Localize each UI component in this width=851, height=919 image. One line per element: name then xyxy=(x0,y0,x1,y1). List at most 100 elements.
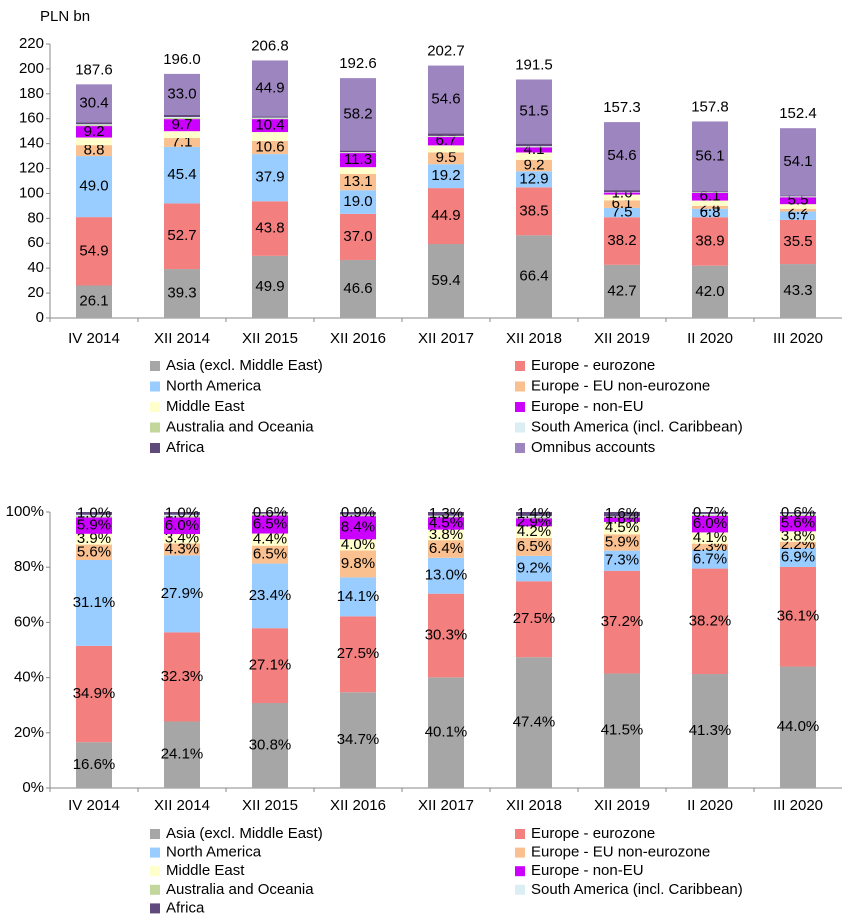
bar-segment xyxy=(252,154,288,202)
data-label: 10.6 xyxy=(255,138,284,155)
data-label: 5.9% xyxy=(605,533,639,550)
bar-segment xyxy=(164,516,200,518)
data-label: 13.0% xyxy=(425,567,468,584)
data-label: 6.0% xyxy=(693,515,727,532)
bar-segment xyxy=(516,159,552,172)
y-tick-label: 60% xyxy=(14,613,44,630)
bar-segment xyxy=(604,517,640,522)
bar-segment xyxy=(340,173,376,191)
data-label: 4.2% xyxy=(517,523,551,540)
y-tick-label: 220 xyxy=(19,35,44,52)
data-label: 24.1% xyxy=(161,746,204,763)
bar-segment xyxy=(692,568,728,675)
legend-swatch xyxy=(150,903,160,914)
bar-segment xyxy=(164,517,200,535)
data-label: 9.7 xyxy=(172,116,193,133)
bar-segment xyxy=(780,128,816,196)
bar-segment xyxy=(780,531,816,542)
x-tick-label: XII 2016 xyxy=(330,330,386,347)
bar-segment xyxy=(164,116,200,118)
legend-label: Australia and Oceania xyxy=(166,418,314,435)
bar-segment xyxy=(428,188,464,245)
data-label: 30.4 xyxy=(79,94,108,111)
legend-label: North America xyxy=(166,377,262,394)
x-tick-label: XII 2019 xyxy=(594,330,650,347)
legend-label: Asia (excl. Middle East) xyxy=(166,357,323,374)
bar-segment xyxy=(252,116,288,118)
bar-segment xyxy=(76,560,112,646)
bar-segment xyxy=(340,167,376,174)
bar-segment xyxy=(428,244,464,318)
y-tick-label: 40% xyxy=(14,669,44,686)
bar-segment xyxy=(780,195,816,197)
legend-label: South America (incl. Caribbean) xyxy=(531,418,743,435)
bar-segment xyxy=(76,137,112,146)
bar-segment xyxy=(780,566,816,667)
x-tick-label: XII 2014 xyxy=(154,330,210,347)
y-axis-title: PLN bn xyxy=(40,8,90,25)
bar-segment xyxy=(516,526,552,538)
bar-segment xyxy=(516,147,552,153)
bar-segment xyxy=(252,533,288,546)
data-label: 42.0 xyxy=(695,283,724,300)
data-label: 4.1% xyxy=(693,529,727,546)
bar-segment xyxy=(164,721,200,788)
bar-segment xyxy=(164,119,200,132)
bar-segment xyxy=(780,515,816,532)
bar-segment xyxy=(428,677,464,788)
data-label: 1.0% xyxy=(77,504,111,521)
data-label: 7.3% xyxy=(605,552,639,569)
bar-segment xyxy=(428,137,464,146)
y-tick-label: 40 xyxy=(27,259,44,276)
bar-segment xyxy=(252,514,288,516)
legend-label: Europe - EU non-eurozone xyxy=(531,377,710,394)
bar-segment xyxy=(76,217,112,286)
bar-segment xyxy=(516,146,552,147)
bar-segment xyxy=(164,117,200,120)
data-label: 3.8% xyxy=(781,528,815,545)
data-label: 16.6% xyxy=(73,756,116,773)
legend-swatch xyxy=(150,422,160,433)
bar-segment xyxy=(164,555,200,633)
total-label: 206.8 xyxy=(251,37,289,54)
bar-segment xyxy=(516,555,552,582)
bar-segment xyxy=(76,517,112,534)
bar-segment xyxy=(76,645,112,743)
total-label: 191.5 xyxy=(515,56,553,73)
data-label: 38.5 xyxy=(519,202,548,219)
bar-segment xyxy=(516,537,552,556)
data-label: 44.9 xyxy=(431,207,460,224)
y-tick-label: 80% xyxy=(14,558,44,575)
bar-segment xyxy=(340,692,376,788)
x-tick-label: XII 2017 xyxy=(418,797,474,814)
legend-swatch xyxy=(515,829,525,839)
y-tick-label: 200 xyxy=(19,60,44,77)
data-label: 26.1 xyxy=(79,293,108,310)
legend-swatch xyxy=(515,847,525,858)
data-label: 34.7% xyxy=(337,731,380,748)
total-label: 157.3 xyxy=(603,99,641,116)
x-tick-label: XII 2018 xyxy=(506,330,562,347)
bar-segment xyxy=(76,512,112,515)
data-label: 19.0 xyxy=(343,193,372,210)
data-label: 4.0% xyxy=(341,536,375,553)
data-label: 0.7% xyxy=(693,504,727,521)
bar-segment xyxy=(252,702,288,788)
bar-segment xyxy=(604,673,640,788)
bar-segment xyxy=(252,140,288,155)
data-label: 0.6% xyxy=(781,504,815,521)
data-label: 14.1% xyxy=(337,588,380,605)
bar-segment xyxy=(252,563,288,629)
bar-segment xyxy=(340,515,376,517)
bar-segment xyxy=(428,517,464,530)
bar-segment xyxy=(692,191,728,193)
x-tick-label: XII 2018 xyxy=(506,797,562,814)
bar-segment xyxy=(780,514,816,516)
data-label: 9.2 xyxy=(524,157,545,174)
bar-segment xyxy=(692,205,728,209)
legend-swatch xyxy=(515,422,525,433)
bar-segment xyxy=(780,512,816,514)
bar-segment xyxy=(164,512,200,515)
total-label: 157.8 xyxy=(691,98,729,115)
bar-segment xyxy=(428,516,464,518)
